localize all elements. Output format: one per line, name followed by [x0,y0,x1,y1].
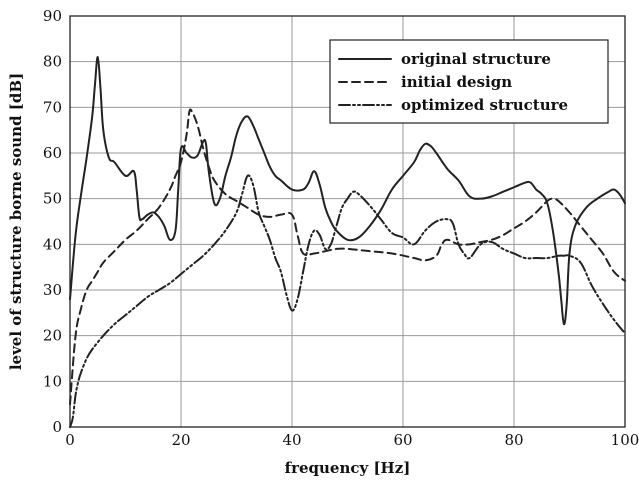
x-tick-label: 60 [393,431,412,449]
legend-label-initial: initial design [401,73,512,91]
y-tick-label: 10 [43,372,62,390]
y-axis-label: level of structure borne sound [dB] [7,73,25,370]
series-optimized-structure [69,174,626,428]
plot-frame [69,15,626,428]
y-tick-label: 50 [43,190,62,208]
x-tick-label: 0 [65,431,75,449]
x-tick-label: 80 [504,431,523,449]
legend-entry-initial: initial design [338,73,512,91]
legend-label-original: original structure [401,50,551,68]
x-axis-label: frequency [Hz] [285,459,411,477]
x-tick-label: 20 [171,431,190,449]
series-original-structure [69,56,626,326]
y-tick-label: 20 [43,327,62,345]
legend-label-optimized: optimized structure [401,96,568,114]
y-tick-label: 90 [43,7,62,25]
legend-entry-optimized: optimized structure [338,96,568,114]
legend-box [329,39,609,124]
y-tick-label: 40 [43,235,62,253]
y-tick-label: 30 [43,281,62,299]
series-layer [69,56,626,428]
y-tick-label: 0 [52,418,62,436]
y-tick-label: 80 [43,53,62,71]
x-tick-label: 100 [611,431,639,449]
y-tick-label: 70 [43,98,62,116]
series-initial-design [69,108,626,406]
legend-entry-original: original structure [338,50,551,68]
x-tick-label: 40 [282,431,301,449]
legend: original structure initial design optimi… [329,39,609,124]
y-tick-label: 60 [43,144,62,162]
tick-labels: 0 20 40 60 80 100 0 10 20 30 40 50 60 70 80 90 [43,7,639,449]
